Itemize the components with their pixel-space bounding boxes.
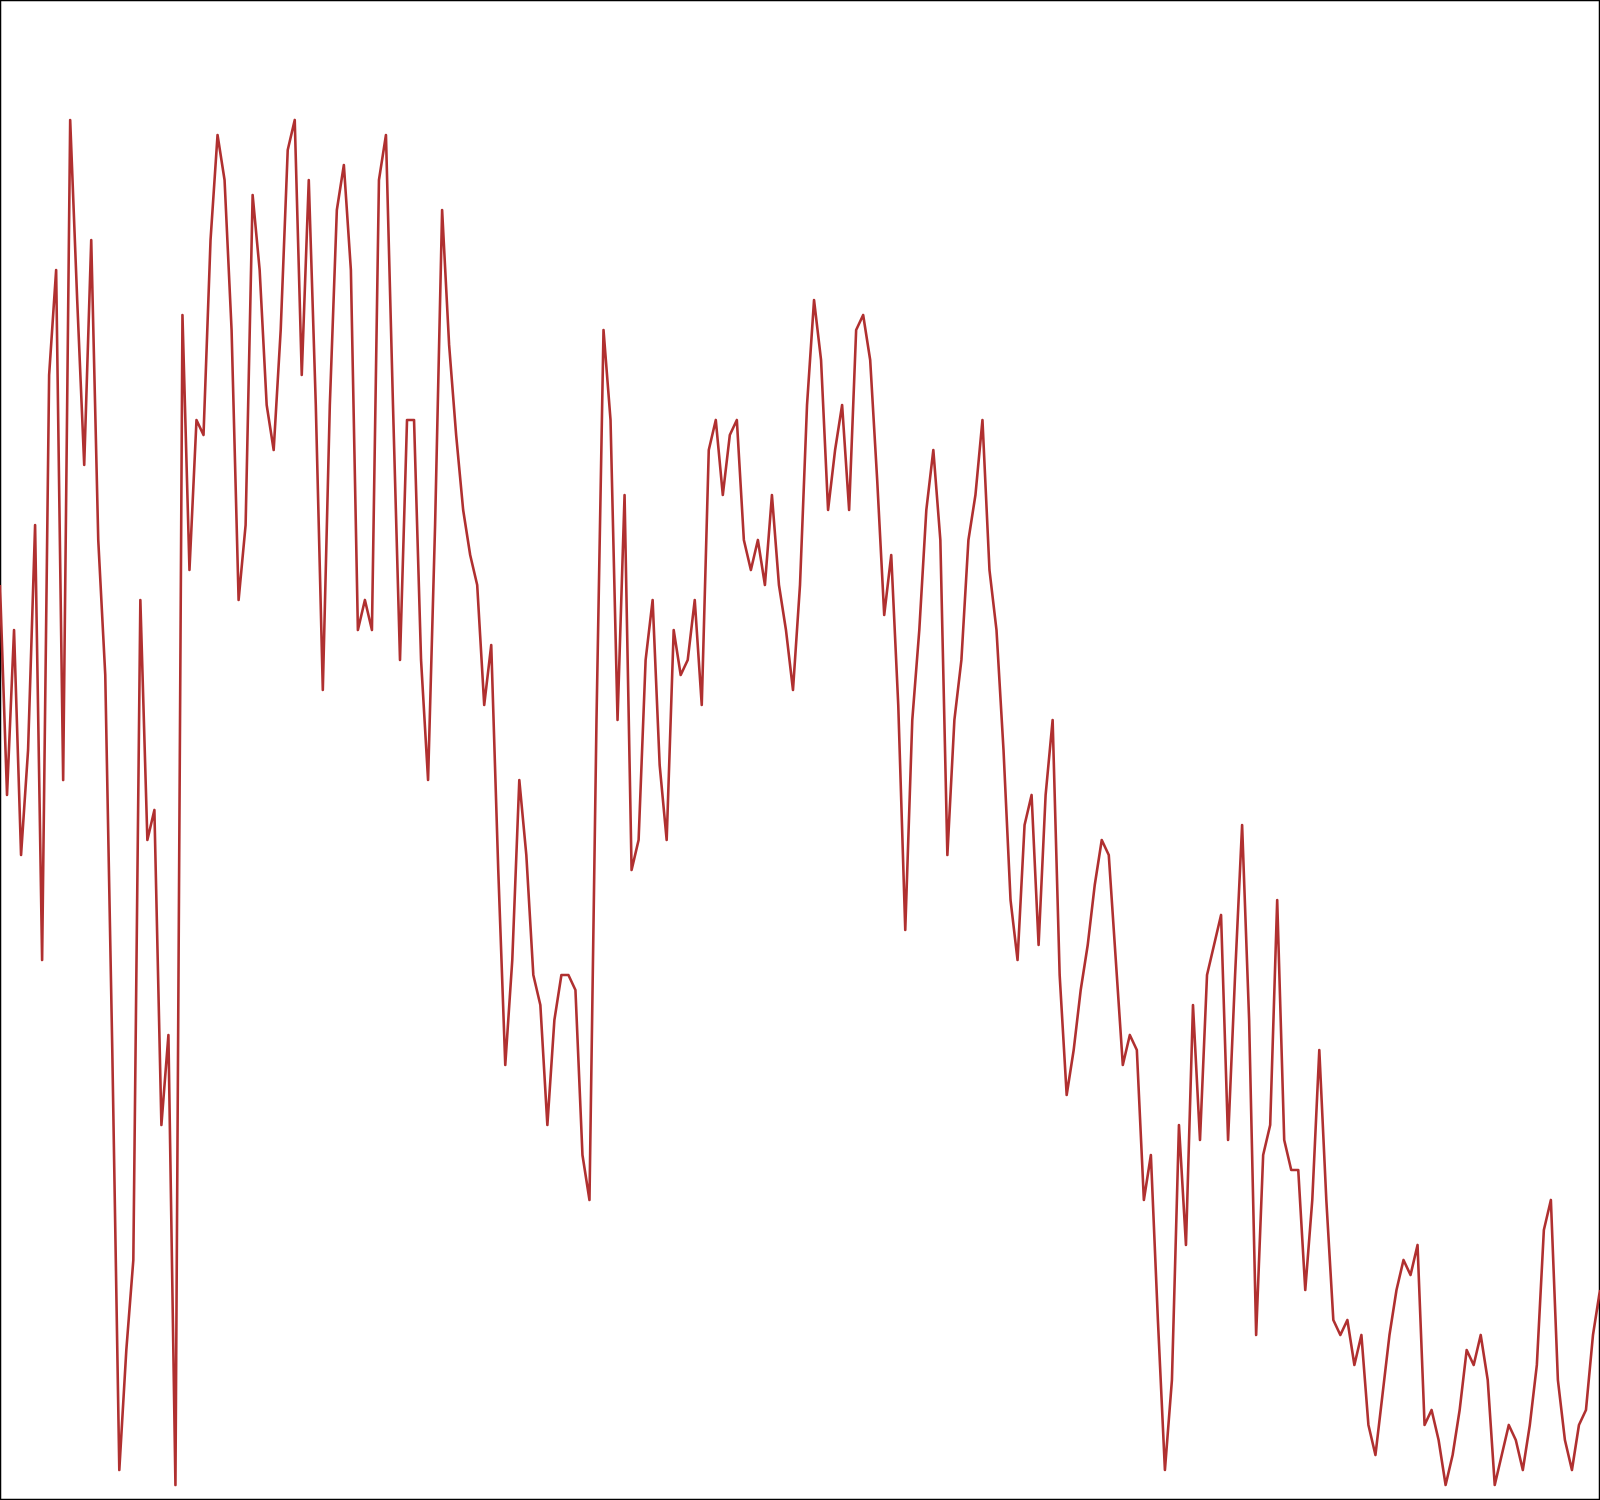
series-line-1 <box>0 118 1600 1487</box>
series-layer <box>0 118 1600 1487</box>
